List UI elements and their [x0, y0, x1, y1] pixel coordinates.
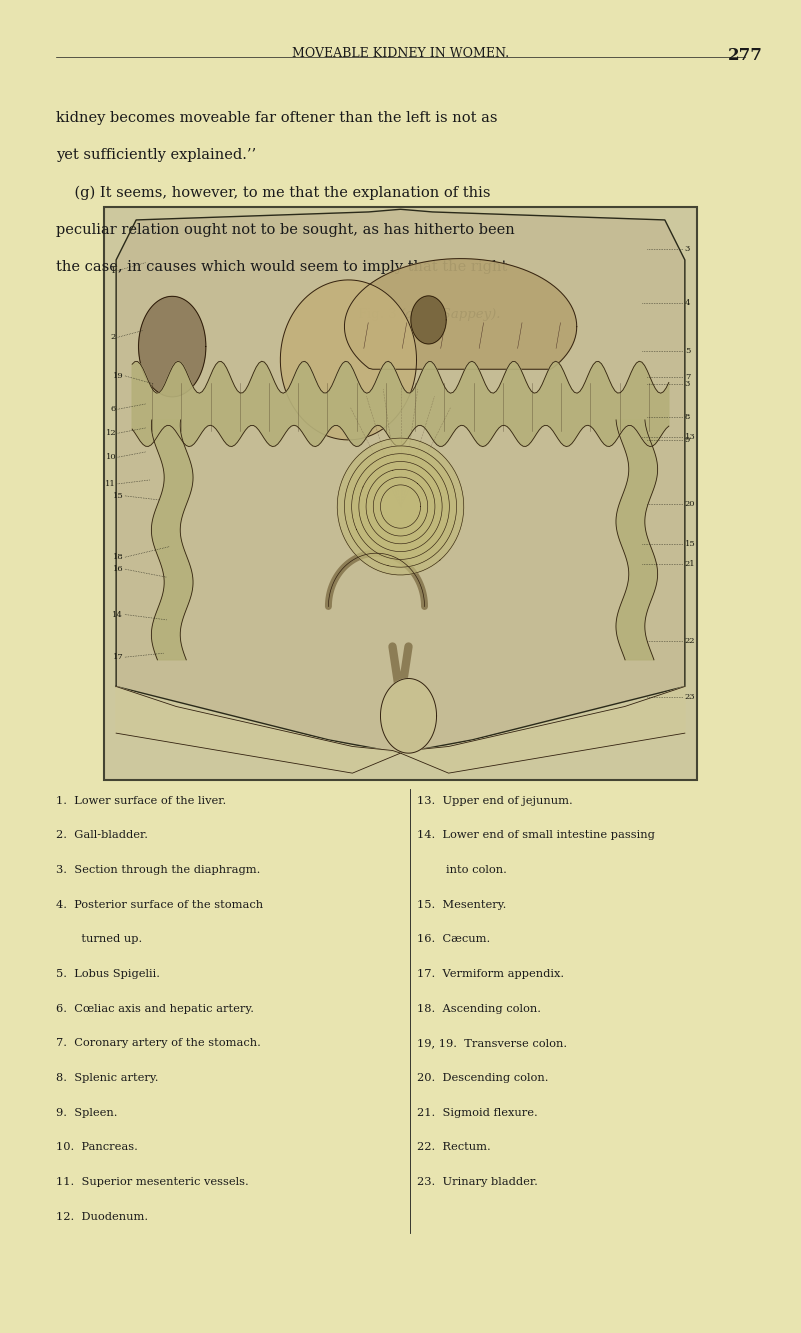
- Text: 10: 10: [106, 453, 116, 461]
- Text: 21.  Sigmoid flexure.: 21. Sigmoid flexure.: [417, 1108, 537, 1118]
- Text: 11: 11: [106, 480, 116, 488]
- Polygon shape: [116, 686, 400, 773]
- Text: 4: 4: [685, 299, 690, 307]
- Polygon shape: [337, 439, 464, 575]
- Text: 15.  Mesentery.: 15. Mesentery.: [417, 900, 506, 910]
- Polygon shape: [151, 420, 193, 660]
- Text: 15: 15: [113, 492, 123, 500]
- Text: 19: 19: [113, 372, 123, 380]
- Text: (g) It seems, however, to me that the explanation of this: (g) It seems, however, to me that the ex…: [56, 185, 490, 200]
- Text: 20.  Descending colon.: 20. Descending colon.: [417, 1073, 548, 1084]
- Text: 20: 20: [685, 500, 695, 508]
- Text: 23: 23: [685, 693, 695, 701]
- Text: 17: 17: [113, 653, 123, 661]
- Text: 14: 14: [112, 611, 123, 619]
- Text: MOVEABLE KIDNEY IN WOMEN.: MOVEABLE KIDNEY IN WOMEN.: [292, 47, 509, 60]
- Polygon shape: [359, 461, 442, 552]
- Text: 9: 9: [685, 436, 690, 444]
- Text: 23.  Urinary bladder.: 23. Urinary bladder.: [417, 1177, 537, 1188]
- Polygon shape: [411, 296, 446, 344]
- Text: 12.  Duodenum.: 12. Duodenum.: [56, 1212, 148, 1222]
- Text: 3: 3: [685, 380, 690, 388]
- Polygon shape: [380, 485, 421, 528]
- Text: kidney becomes moveable far oftener than the left is not as: kidney becomes moveable far oftener than…: [56, 111, 497, 125]
- Polygon shape: [366, 469, 435, 544]
- Text: 5.  Lobus Spigelii.: 5. Lobus Spigelii.: [56, 969, 160, 980]
- Text: the case, in causes which would seem to imply that the right: the case, in causes which would seem to …: [56, 260, 508, 275]
- Text: yet sufficiently explained.’’: yet sufficiently explained.’’: [56, 148, 256, 163]
- Polygon shape: [139, 296, 206, 397]
- Text: 3: 3: [685, 245, 690, 253]
- Polygon shape: [280, 280, 417, 440]
- Text: 5: 5: [685, 347, 690, 355]
- Text: into colon.: into colon.: [417, 865, 506, 876]
- Text: 15: 15: [685, 540, 695, 548]
- Text: 11.  Superior mesenteric vessels.: 11. Superior mesenteric vessels.: [56, 1177, 249, 1188]
- Text: 14.  Lower end of small intestine passing: 14. Lower end of small intestine passing: [417, 830, 654, 841]
- Polygon shape: [616, 420, 658, 660]
- Text: 7.  Coronary artery of the stomach.: 7. Coronary artery of the stomach.: [56, 1038, 261, 1049]
- Text: 12: 12: [106, 429, 116, 437]
- Text: 22.  Rectum.: 22. Rectum.: [417, 1142, 490, 1153]
- Text: 18: 18: [113, 553, 123, 561]
- Polygon shape: [400, 686, 685, 773]
- Text: turned up.: turned up.: [56, 934, 143, 945]
- Text: 6.  Cœliac axis and hepatic artery.: 6. Cœliac axis and hepatic artery.: [56, 1004, 254, 1014]
- Text: 13: 13: [685, 433, 695, 441]
- Text: 17.  Vermiform appendix.: 17. Vermiform appendix.: [417, 969, 564, 980]
- Text: 16: 16: [113, 565, 123, 573]
- Text: Fig. 3: Fig. 3: [357, 308, 400, 321]
- Text: 3.  Section through the diaphragm.: 3. Section through the diaphragm.: [56, 865, 260, 876]
- Polygon shape: [132, 361, 669, 447]
- Text: 7: 7: [685, 373, 690, 381]
- Polygon shape: [116, 209, 685, 753]
- Text: 18.  Ascending colon.: 18. Ascending colon.: [417, 1004, 541, 1014]
- Text: 1: 1: [111, 267, 116, 275]
- Text: 2.  Gall-bladder.: 2. Gall-bladder.: [56, 830, 148, 841]
- Text: 9.  Spleen.: 9. Spleen.: [56, 1108, 118, 1118]
- Text: 10.  Pancreas.: 10. Pancreas.: [56, 1142, 138, 1153]
- Text: 19, 19.  Transverse colon.: 19, 19. Transverse colon.: [417, 1038, 566, 1049]
- Text: 16.  Cæcum.: 16. Cæcum.: [417, 934, 489, 945]
- Text: 2: 2: [111, 333, 116, 341]
- Polygon shape: [380, 678, 437, 753]
- Bar: [104, 207, 697, 780]
- Text: 8: 8: [685, 413, 690, 421]
- Polygon shape: [344, 259, 577, 369]
- Text: 13.  Upper end of jejunum.: 13. Upper end of jejunum.: [417, 796, 572, 806]
- Text: 6: 6: [111, 405, 116, 413]
- Polygon shape: [344, 447, 457, 567]
- Text: 21: 21: [685, 560, 695, 568]
- Polygon shape: [352, 453, 449, 560]
- Polygon shape: [373, 477, 428, 536]
- Text: (after Sappey).: (after Sappey).: [400, 308, 501, 321]
- Text: peculiar relation ought not to be sought, as has hitherto been: peculiar relation ought not to be sought…: [56, 223, 515, 237]
- Text: 22: 22: [685, 637, 695, 645]
- Text: 4.  Posterior surface of the stomach: 4. Posterior surface of the stomach: [56, 900, 264, 910]
- Text: 1.  Lower surface of the liver.: 1. Lower surface of the liver.: [56, 796, 227, 806]
- Text: 277: 277: [727, 47, 763, 64]
- Text: 8.  Splenic artery.: 8. Splenic artery.: [56, 1073, 159, 1084]
